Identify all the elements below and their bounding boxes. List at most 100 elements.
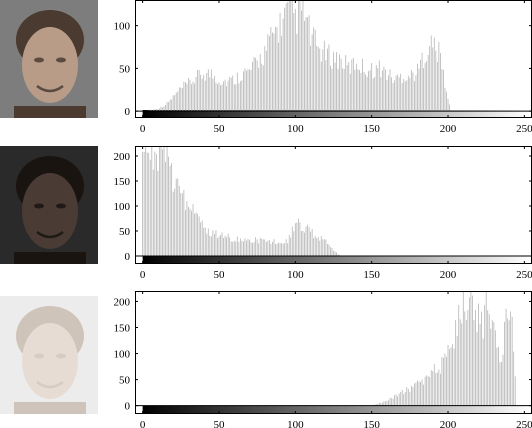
histogram-bar <box>296 33 298 112</box>
histogram-bar <box>404 81 406 112</box>
histogram-bar <box>326 48 328 112</box>
histogram-bar <box>328 44 330 112</box>
histogram-bar <box>319 48 321 112</box>
histogram-bar <box>482 338 484 406</box>
y-tick-label: 0 <box>125 401 131 413</box>
histogram-bar <box>267 240 269 256</box>
histogram-bar <box>330 65 331 112</box>
histogram-bar <box>403 394 405 406</box>
histogram-bar <box>323 40 325 112</box>
histogram-bar <box>502 354 504 406</box>
histogram-bar <box>388 75 389 112</box>
histogram-bar <box>374 76 376 112</box>
histogram-bar <box>142 151 144 256</box>
x-tick-label: 50 <box>213 269 225 281</box>
panel-1: 0 50 100 150 200 250 0 50 100 <box>0 0 532 135</box>
histogram-bar <box>186 83 188 112</box>
histogram-bar <box>238 242 240 256</box>
histogram-bar <box>195 212 197 256</box>
histogram-bar <box>290 237 292 256</box>
histogram-bar <box>481 311 483 406</box>
histogram-bar <box>218 236 220 256</box>
histogram-bar <box>362 58 363 112</box>
histogram-bar <box>174 188 176 256</box>
histogram-bar <box>368 71 370 112</box>
histogram-bar <box>468 297 470 406</box>
histogram-bar <box>151 109 153 112</box>
histogram-bar <box>426 61 428 112</box>
histogram-bar <box>401 83 403 112</box>
histogram-bar <box>273 33 275 112</box>
face-eye-right <box>56 353 66 359</box>
x-tick-label: 0 <box>140 419 146 428</box>
histogram-bar <box>201 220 203 256</box>
histogram-bar <box>467 309 469 406</box>
panel-3: 0 50 100 150 200 250 0 50 100 150 200 <box>0 291 532 428</box>
histogram-bar <box>212 230 214 256</box>
y-tick-label: 100 <box>114 349 131 361</box>
histogram-bar <box>464 311 466 406</box>
histogram-bar <box>470 291 472 406</box>
histogram-bar <box>235 84 237 112</box>
histogram-bar <box>369 70 371 112</box>
histogram-bar <box>165 161 166 256</box>
histogram-bar <box>235 241 237 256</box>
histogram-bar <box>333 250 334 256</box>
histogram-bar <box>174 95 176 112</box>
histogram-bar <box>342 68 344 112</box>
y-tick-label: 50 <box>119 226 131 238</box>
histogram-bar <box>453 348 455 406</box>
histogram-bar <box>418 381 420 406</box>
histogram-bar <box>449 104 450 112</box>
histogram-bar <box>380 403 382 406</box>
histogram-bar <box>201 78 203 112</box>
y-tick-label: 150 <box>114 322 131 334</box>
histogram-bar <box>383 401 385 406</box>
face-shirt <box>14 252 86 264</box>
histogram-bar <box>505 308 507 406</box>
histogram-bar <box>499 362 501 406</box>
histogram-bar <box>262 65 264 112</box>
histogram-bar <box>441 69 443 112</box>
histogram-bar <box>409 391 411 406</box>
histogram-bar <box>392 398 394 406</box>
histogram-bar <box>420 381 421 406</box>
histogram-bar <box>204 80 206 112</box>
histogram-bar <box>438 41 440 112</box>
histogram-bar <box>386 80 388 112</box>
x-tick-label: 150 <box>363 269 380 281</box>
histogram-bar <box>291 226 293 256</box>
histogram-bar <box>407 388 409 406</box>
histogram-bar <box>272 241 273 256</box>
histogram-bar <box>200 74 202 112</box>
histogram-bar <box>377 404 379 406</box>
histogram-bar <box>320 61 322 112</box>
histogram-bar <box>247 69 249 112</box>
histogram-bar <box>430 35 432 112</box>
histogram-bar <box>215 230 217 256</box>
histogram-bar <box>398 393 400 406</box>
thumbnail-face-dark <box>0 146 98 264</box>
histogram-bar <box>452 344 453 406</box>
x-tick-label: 100 <box>287 123 304 135</box>
histogram-bar <box>152 169 154 256</box>
histogram-bar <box>381 402 383 406</box>
histogram-bar <box>337 68 339 112</box>
histogram-bar <box>194 213 195 256</box>
histogram-bar <box>304 232 305 256</box>
histogram-bar <box>285 239 287 256</box>
histogram-bar <box>284 7 286 112</box>
histogram-bar <box>169 99 171 112</box>
histogram-bar <box>285 3 287 112</box>
histogram-bar <box>227 233 229 256</box>
histogram-bar <box>354 69 356 112</box>
histogram-bar <box>414 383 415 406</box>
y-tick-label: 0 <box>125 106 131 118</box>
histogram-bar <box>227 80 229 112</box>
histogram-bar <box>229 237 231 256</box>
histogram-bar <box>239 81 241 112</box>
histogram-bar <box>267 34 269 112</box>
histogram-bar <box>485 291 487 406</box>
histogram-bar <box>276 27 278 112</box>
face-eye-left <box>34 353 44 359</box>
